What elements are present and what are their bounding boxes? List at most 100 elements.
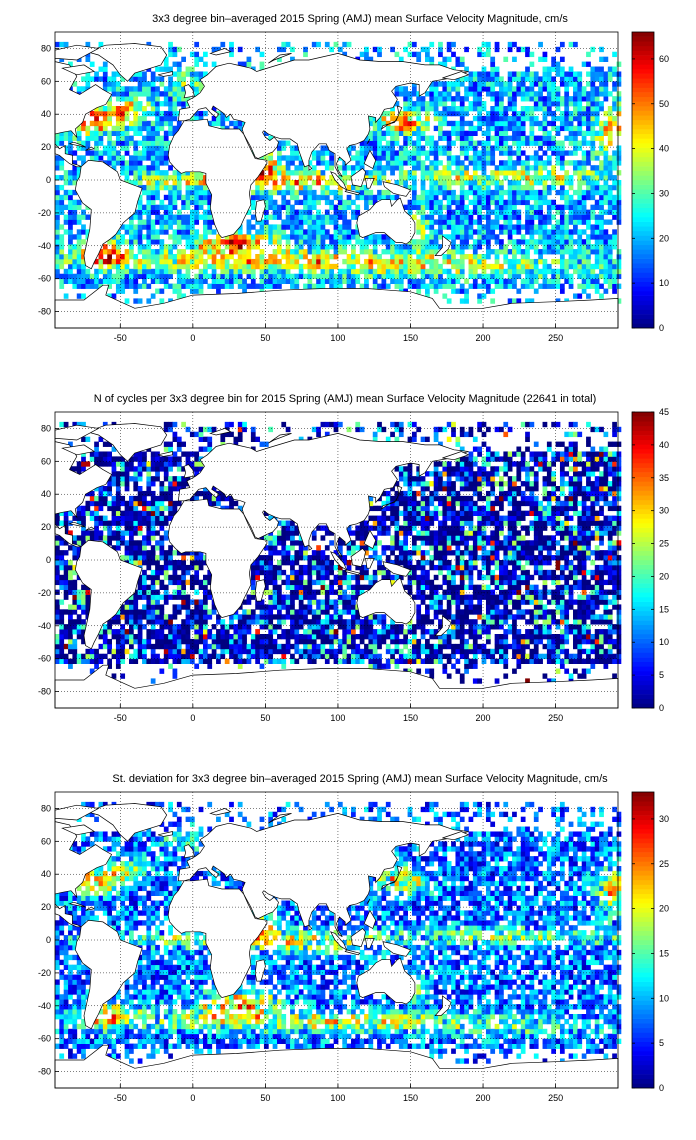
heatmap-cell [477, 81, 482, 87]
heatmap-cell [551, 283, 556, 289]
heatmap-cell [224, 638, 230, 645]
heatmap-cell [246, 648, 252, 655]
heatmap-cell [355, 155, 361, 161]
heatmap-cell [372, 135, 378, 141]
heatmap-cell [294, 234, 300, 240]
heatmap-cell [142, 254, 147, 260]
heatmap-cell [594, 249, 600, 255]
heatmap-cell [433, 160, 439, 166]
heatmap-cell [503, 209, 509, 215]
heatmap-cell [129, 273, 134, 280]
heatmap-cell [220, 41, 226, 48]
heatmap-cell [442, 175, 448, 181]
heatmap-cell [63, 41, 69, 48]
heatmap-cell [507, 194, 513, 201]
colorbar-segment [632, 244, 654, 250]
heatmap-cell [616, 629, 622, 635]
heatmap-cell [538, 229, 543, 235]
heatmap-cell [281, 224, 287, 230]
heatmap-cell [490, 268, 496, 275]
heatmap-cell [485, 76, 491, 82]
heatmap-cell [81, 160, 86, 166]
heatmap-cell [168, 91, 173, 97]
heatmap-cell [529, 180, 535, 186]
heatmap-cell [111, 629, 117, 635]
heatmap-cell [407, 96, 413, 102]
heatmap-cell [285, 249, 291, 255]
heatmap-cell [459, 619, 465, 625]
heatmap-cell [159, 254, 165, 260]
heatmap-cell [72, 643, 78, 650]
heatmap-cell [298, 249, 304, 255]
heatmap-cell [76, 214, 82, 220]
heatmap-cell [176, 268, 182, 275]
heatmap-cell [403, 46, 408, 53]
heatmap-cell [185, 234, 191, 240]
heatmap-cell [150, 91, 156, 97]
heatmap-cell [464, 175, 469, 181]
heatmap-cell [124, 170, 130, 176]
heatmap-cell [455, 658, 461, 664]
heatmap-cell [438, 653, 443, 660]
heatmap-cell [185, 180, 191, 186]
heatmap-cell [281, 165, 287, 171]
heatmap-cell [211, 239, 217, 245]
heatmap-cell [94, 150, 99, 156]
heatmap-cell [137, 643, 143, 650]
heatmap-cell [290, 160, 295, 166]
heatmap-cell [194, 71, 200, 77]
heatmap-cell [277, 283, 282, 289]
heatmap-cell [81, 214, 86, 220]
heatmap-cell [155, 155, 160, 161]
heatmap-cell [599, 283, 604, 289]
heatmap-cell [525, 268, 530, 275]
heatmap-cell [451, 66, 456, 72]
heatmap-cell [546, 678, 552, 684]
heatmap-cell [429, 673, 435, 679]
heatmap-cell [525, 638, 530, 645]
heatmap-cell [438, 51, 443, 58]
heatmap-cell [150, 634, 156, 640]
heatmap-cell [429, 273, 435, 280]
heatmap-cell [176, 71, 182, 77]
heatmap-cell [564, 101, 570, 107]
heatmap-cell [185, 283, 191, 289]
heatmap-cell [233, 629, 239, 635]
heatmap-cell [420, 229, 426, 235]
heatmap-cell [407, 170, 413, 176]
heatmap-cell [198, 629, 204, 635]
heatmap-cell [203, 244, 208, 250]
heatmap-cell [364, 145, 369, 151]
heatmap-cell [81, 254, 86, 260]
heatmap-cell [368, 120, 374, 127]
heatmap-cell [76, 140, 82, 146]
heatmap-cell [425, 288, 430, 294]
heatmap-cell [442, 258, 448, 265]
heatmap-cell [233, 258, 239, 265]
heatmap-cell [485, 135, 491, 141]
heatmap-cell [181, 96, 186, 102]
heatmap-cell [507, 624, 513, 630]
heatmap-cell [142, 71, 147, 77]
heatmap-cell [237, 634, 243, 640]
heatmap-cell [529, 184, 535, 191]
heatmap-cell [150, 165, 156, 171]
heatmap-cell [233, 249, 239, 255]
heatmap-cell [564, 189, 570, 196]
heatmap-cell [403, 96, 408, 102]
heatmap-cell [155, 634, 160, 640]
heatmap-cell [168, 219, 173, 225]
heatmap-cell [525, 184, 530, 191]
heatmap-cell [438, 130, 443, 136]
heatmap-cell [416, 643, 422, 650]
heatmap-cell [111, 293, 117, 299]
heatmap-cell [159, 273, 165, 280]
heatmap-cell [159, 244, 165, 250]
heatmap-cell [599, 56, 604, 62]
heatmap-cell [294, 150, 300, 156]
heatmap-cell [268, 278, 274, 284]
heatmap-cell [337, 224, 343, 230]
heatmap-cell [237, 278, 243, 284]
heatmap-cell [594, 634, 600, 640]
heatmap-cell [351, 170, 356, 176]
